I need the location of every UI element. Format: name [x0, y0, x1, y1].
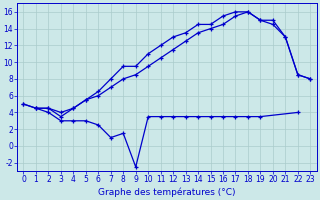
X-axis label: Graphe des températures (°C): Graphe des températures (°C)	[98, 187, 236, 197]
